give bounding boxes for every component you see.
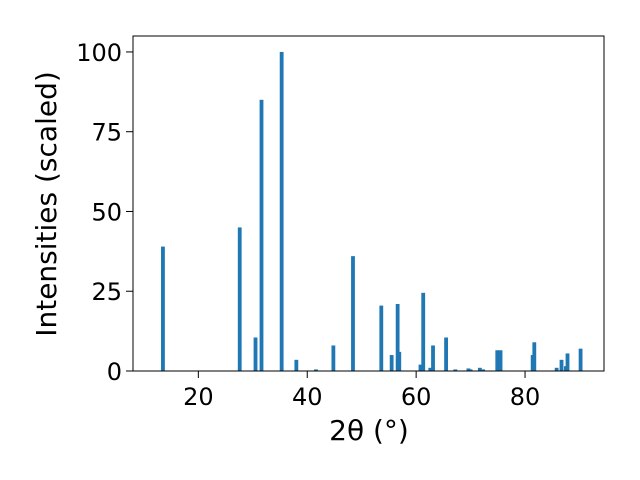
bar-13 (418, 364, 423, 371)
bars-layer (161, 51, 583, 371)
bar-21 (477, 367, 482, 371)
bar-31 (578, 348, 583, 371)
bar-5 (294, 359, 299, 371)
bar-11 (395, 304, 400, 371)
y-tick-label-2: 50 (91, 198, 122, 226)
x-axis-label: 2θ (°) (329, 414, 409, 447)
bar-20 (468, 369, 473, 371)
plot-frame (132, 35, 605, 372)
ticks-layer: 20 40 60 80 0 25 50 75 100 (76, 39, 540, 411)
bar-10 (389, 355, 394, 371)
bar-1 (237, 227, 242, 371)
x-tick-label-2: 60 (401, 383, 432, 411)
bar-23 (495, 350, 500, 371)
bar-28 (559, 359, 564, 371)
y-tick-label-1: 25 (91, 278, 122, 306)
bar-26 (532, 342, 537, 371)
x-tick-label-1: 40 (292, 383, 323, 411)
y-tick-label-0: 0 (107, 358, 122, 386)
y-tick-label-3: 75 (91, 119, 122, 147)
x-tick-label-0: 20 (183, 383, 214, 411)
bar-19 (466, 368, 471, 371)
bar-14 (421, 292, 426, 371)
bar-6 (314, 369, 318, 371)
bar-18 (453, 369, 458, 371)
bar-2 (253, 337, 258, 371)
bar-17 (444, 337, 448, 371)
bar-12 (397, 351, 402, 371)
bar-22 (481, 369, 486, 371)
bar-0 (161, 246, 165, 371)
bar-4 (279, 51, 284, 371)
bar-3 (259, 99, 264, 371)
x-tick-label-3: 80 (510, 383, 541, 411)
bar-30 (565, 353, 570, 371)
bar-16 (431, 345, 435, 371)
bar-24 (498, 350, 503, 371)
bar-7 (331, 345, 336, 371)
bar-9 (379, 305, 384, 371)
bar-15 (428, 367, 433, 371)
bar-27 (554, 367, 559, 371)
y-axis-label: Intensities (scaled) (30, 71, 63, 337)
bar-8 (351, 256, 355, 371)
y-tick-label-4: 100 (76, 39, 122, 67)
